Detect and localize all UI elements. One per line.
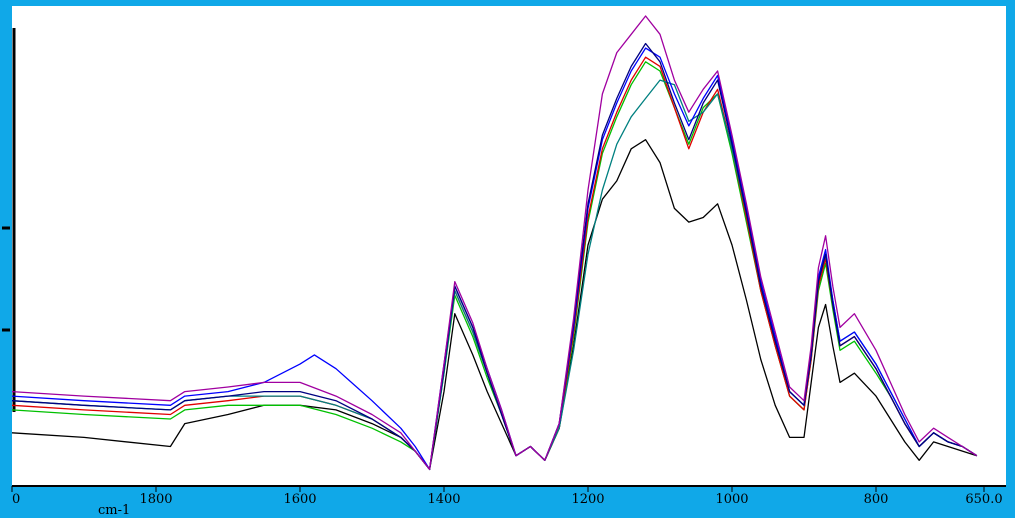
x-tick-label: 1400 — [427, 492, 460, 507]
spectrum-line-7 — [11, 15, 978, 471]
spectrum-line-5 — [11, 47, 978, 471]
spectrum-line-2 — [11, 61, 978, 471]
x-tick-label: 1600 — [283, 492, 316, 507]
x-tick-label: 1000 — [715, 492, 748, 507]
x-axis-ticks: 0 1800 1600 1400 1200 1000 800 650.0 — [11, 486, 1003, 507]
series-layer — [11, 15, 978, 471]
x-tick-label: 1800 — [139, 492, 172, 507]
x-axis-label: cm-1 — [98, 503, 130, 518]
x-tick-label: 800 — [864, 492, 889, 507]
x-tick-label: 1200 — [571, 492, 604, 507]
spectrum-line-1 — [11, 139, 977, 471]
x-tick-label: 650.0 — [965, 492, 1002, 507]
spectrum-line-6 — [11, 42, 978, 471]
x-tick-label: 0 — [12, 492, 20, 507]
